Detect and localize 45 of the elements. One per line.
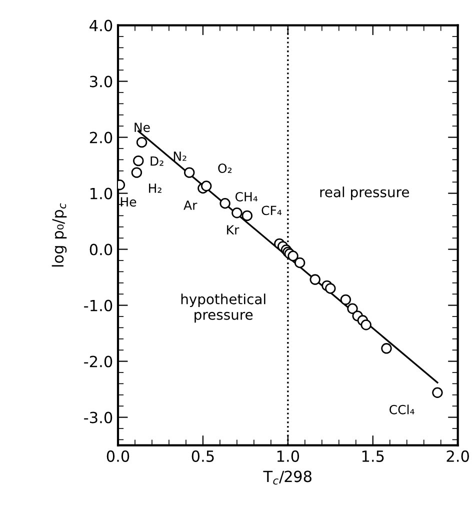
y-tick-label: 1.0 xyxy=(90,188,112,200)
x-tick-label: 0.0 xyxy=(106,450,130,462)
y-tick-label: -1.0 xyxy=(84,300,112,312)
y-tick-label: 4.0 xyxy=(90,20,112,32)
annotation: N₂ xyxy=(174,152,186,161)
point xyxy=(360,320,372,330)
annotation: CH₄ xyxy=(235,192,258,202)
y-axis-title: log p₀/p$_{c}$ xyxy=(52,203,67,267)
annotation: CCl₄ xyxy=(390,404,414,414)
point xyxy=(432,387,443,398)
annotation: real pressure xyxy=(320,186,409,200)
x-axis-title: T$_{c}$/298 xyxy=(263,470,312,485)
y-tick-label: -3.0 xyxy=(84,412,112,424)
x-tick-label: 0.5 xyxy=(192,450,214,462)
point xyxy=(242,210,252,222)
x-tick-label: 2.0 xyxy=(446,450,469,462)
annotation: D₂ xyxy=(150,156,164,166)
point xyxy=(201,180,212,192)
annotation: hypothetical pressure xyxy=(181,294,266,323)
point xyxy=(310,274,320,285)
point xyxy=(347,303,358,314)
point xyxy=(325,283,336,294)
annotation: Ne xyxy=(134,122,150,132)
point xyxy=(184,167,195,178)
point xyxy=(136,136,148,148)
y-tick-label: 3.0 xyxy=(90,76,112,88)
point xyxy=(381,343,392,354)
point xyxy=(220,198,230,209)
point xyxy=(232,208,242,218)
x-tick-label: 1.5 xyxy=(362,450,384,462)
point xyxy=(133,155,144,166)
y-tick-label: 0.0 xyxy=(90,244,112,256)
point xyxy=(340,294,352,306)
annotation: H₂ xyxy=(149,184,162,193)
point xyxy=(288,250,298,262)
point xyxy=(131,167,142,178)
annotation: Ar xyxy=(184,200,198,210)
x-tick-label: 1.0 xyxy=(277,450,300,462)
annotation: He xyxy=(120,197,136,207)
annotation: CF₄ xyxy=(262,206,282,216)
point xyxy=(294,257,306,268)
annotation: O₂ xyxy=(218,164,232,173)
y-tick-label: -2.0 xyxy=(84,356,112,368)
y-tick-label: 2.0 xyxy=(90,132,112,144)
annotation: Kr xyxy=(227,225,240,234)
